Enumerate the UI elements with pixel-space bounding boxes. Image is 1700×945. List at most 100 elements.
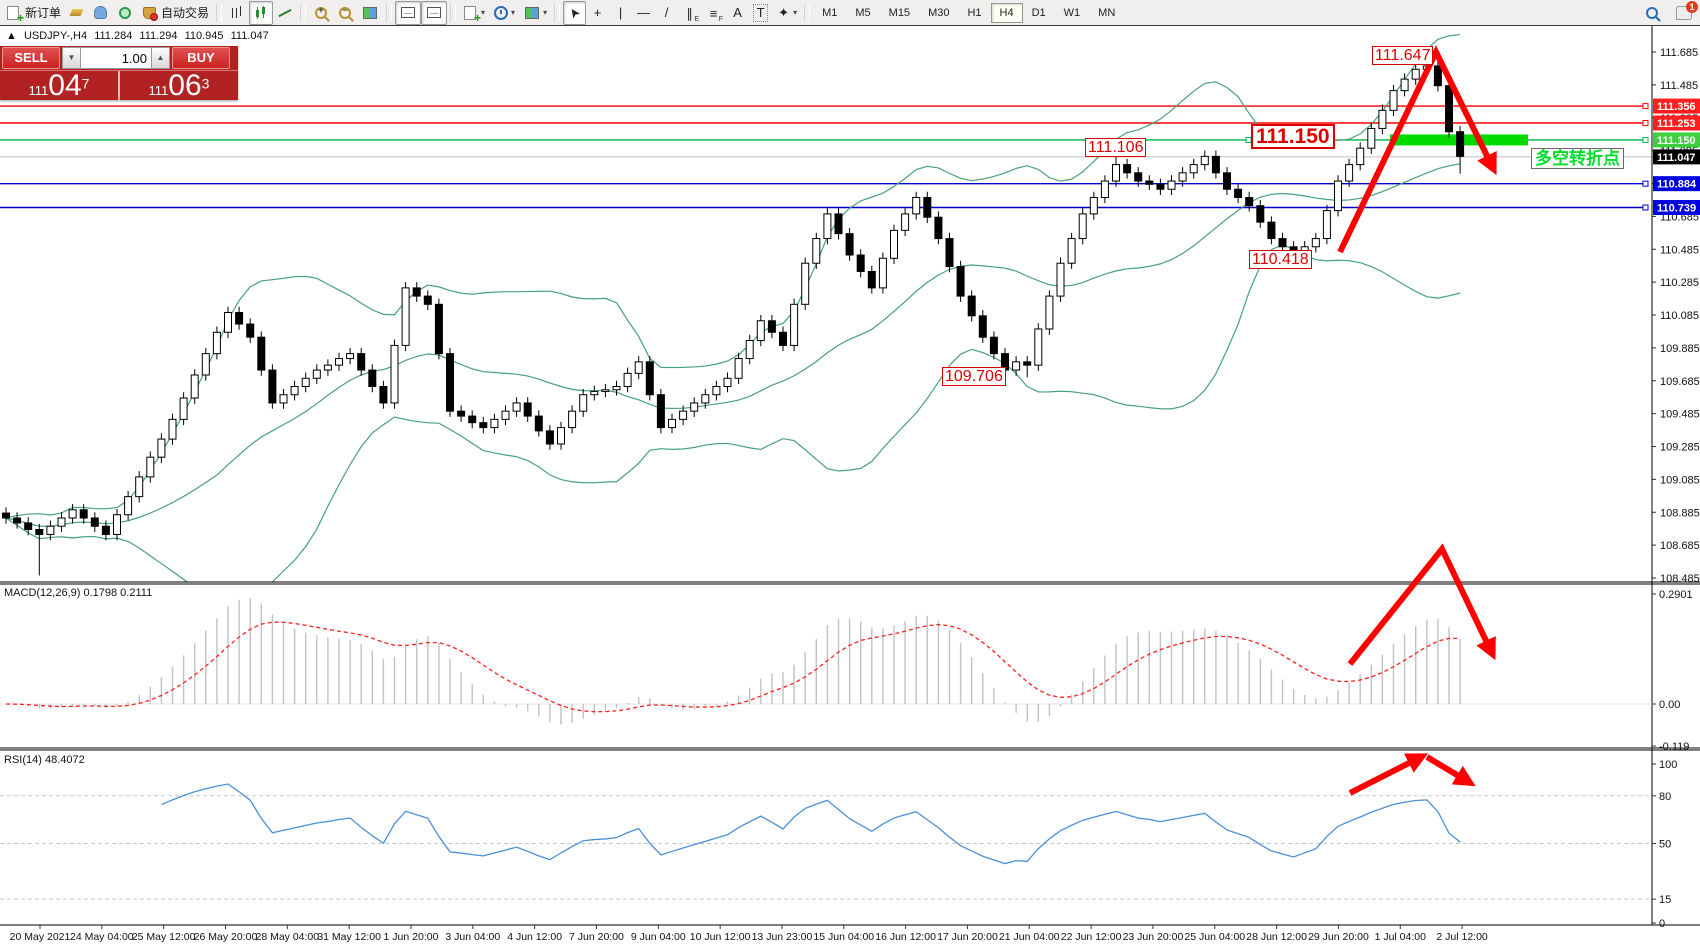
candle-chart-button[interactable] <box>249 0 274 25</box>
chart-shift-button[interactable] <box>421 0 448 25</box>
search-button[interactable] <box>1640 1 1664 25</box>
ohlc-high: 111.294 <box>139 30 178 42</box>
trendline-tool-button[interactable]: / <box>655 1 678 25</box>
price-badge-111.253 <box>1653 115 1700 131</box>
date-label: 9 Jun 04:00 <box>631 931 686 943</box>
price-tick-label: 109.885 <box>1660 343 1700 355</box>
text-tool-icon: A <box>733 4 742 20</box>
rsi-axis-label: 80 <box>1659 791 1671 803</box>
ohlc-close: 111.047 <box>230 30 269 42</box>
date-label: 21 Jun 04:00 <box>999 931 1060 943</box>
zoom-in-button[interactable]: + <box>309 1 333 25</box>
date-label: 25 May 12:00 <box>132 931 196 943</box>
buy-price-sup: 3 <box>201 75 210 92</box>
annotation-peak-high[interactable]: 111.647 <box>1372 46 1434 65</box>
text-tool-button[interactable]: A <box>726 1 749 25</box>
add-indicator-icon <box>464 5 481 25</box>
price-tick-label: 108.885 <box>1660 507 1700 519</box>
annotation-prev-high[interactable]: 111.106 <box>1085 138 1147 157</box>
annotation-pullback-low[interactable]: 110.418 <box>1249 250 1312 269</box>
line-chart-button[interactable] <box>273 1 297 25</box>
trend-arrow-rsi[interactable] <box>1348 753 1429 796</box>
volume-increase-button[interactable]: ▲ <box>151 47 170 69</box>
profile-button[interactable] <box>88 1 113 25</box>
price-tick-label: 109.685 <box>1660 376 1700 388</box>
indicators-menu-button[interactable]: ▾ <box>459 1 489 25</box>
buy-button[interactable]: BUY <box>172 47 230 69</box>
sell-price-main: 04 <box>48 69 82 102</box>
toolbar-separator <box>216 3 223 22</box>
shapes-menu-button[interactable]: ✦ ▾ <box>772 1 801 25</box>
bar-chart-button[interactable] <box>225 1 249 25</box>
horizontal-line-tool-button[interactable]: — <box>632 1 655 25</box>
profile-icon <box>94 6 108 19</box>
shapes-icon: ✦ <box>778 4 790 20</box>
one-click-trading-panel: SELL ▼ ▲ BUY 111047 111063 <box>0 46 238 101</box>
timeframe-w1[interactable]: W1 <box>1063 6 1081 19</box>
autotrade-button[interactable]: 自动交易 <box>137 1 213 25</box>
autotrade-label: 自动交易 <box>161 6 210 20</box>
fibonacci-tool-button[interactable]: ≡ <box>702 1 726 25</box>
volume-input[interactable] <box>81 47 151 69</box>
notifications-button[interactable]: 1 <box>1676 0 1698 20</box>
rsi-axis-label: 15 <box>1659 894 1671 906</box>
annotation-level-price-big[interactable]: 111.150 <box>1251 124 1335 149</box>
templates-menu-button[interactable]: ▾ <box>519 1 551 25</box>
cursor-tool-button[interactable]: ➤ <box>563 0 587 25</box>
autoscroll-icon <box>401 7 416 18</box>
timeframe-d1[interactable]: D1 <box>1031 6 1046 19</box>
timeframe-h1[interactable]: H1 <box>967 6 982 19</box>
price-badge-110.739 <box>1653 199 1700 215</box>
new-order-icon <box>7 5 24 25</box>
crosshair-tool-button[interactable]: + <box>586 1 609 25</box>
trend-arrow-main[interactable] <box>1337 45 1497 254</box>
sell-price[interactable]: 111047 <box>0 71 118 101</box>
macd-histogram <box>16 598 1461 725</box>
rsi-label: RSI(14) 48.4072 <box>4 754 85 766</box>
annotation-turning-point[interactable]: 多空转折点 <box>1531 148 1624 169</box>
zoom-out-button[interactable]: − <box>333 1 357 25</box>
label-tool-button[interactable]: T <box>749 1 772 25</box>
timeframe-m5[interactable]: M5 <box>855 6 871 19</box>
vertical-line-tool-button[interactable]: | <box>609 1 632 25</box>
timeframe-m1[interactable]: M1 <box>822 6 838 19</box>
date-label: 31 May 12:00 <box>317 931 381 943</box>
annotation-june-low[interactable]: 109.706 <box>942 367 1006 386</box>
signal-icon <box>119 6 132 19</box>
price-tick-label: 109.285 <box>1660 442 1700 454</box>
sell-button[interactable]: SELL <box>2 47 60 69</box>
rsi-axis-label: 100 <box>1659 759 1677 771</box>
timeframe-m30[interactable]: M30 <box>928 6 950 19</box>
trend-arrow-macd[interactable] <box>1347 543 1496 666</box>
volume-decrease-button[interactable]: ▼ <box>62 47 81 69</box>
trend-arrow-rsi[interactable] <box>1425 754 1476 787</box>
timeframe-group: M1 M5 M15 M30 H1 H4 D1 W1 MN <box>813 1 1124 25</box>
price-tick-label: 109.085 <box>1660 474 1700 486</box>
autoscroll-button[interactable] <box>395 0 422 25</box>
chart-shift-icon <box>427 7 442 18</box>
eraser-button[interactable] <box>65 1 88 25</box>
line-chart-icon <box>277 5 293 21</box>
autotrade-icon <box>143 6 159 21</box>
price-badge-label: 110.739 <box>1657 202 1696 214</box>
signal-button[interactable] <box>113 1 137 25</box>
date-label: 24 May 04:00 <box>70 931 134 943</box>
symbol-info: ▲ USDJPY-,H4 111.284 111.294 110.945 111… <box>6 30 273 42</box>
timeframe-h4[interactable]: H4 <box>990 2 1023 23</box>
price-badge-label: 111.150 <box>1657 135 1696 147</box>
date-label: 10 Jun 12:00 <box>690 931 751 943</box>
notification-badge: 1 <box>1686 0 1698 13</box>
buy-price[interactable]: 111063 <box>120 71 238 101</box>
price-tick-label: 109.485 <box>1660 409 1700 421</box>
periods-menu-button[interactable]: ▾ <box>489 1 519 25</box>
new-order-button[interactable]: 新订单 <box>2 1 65 25</box>
channel-tool-button[interactable]: ∥ <box>678 1 702 25</box>
timeframe-mn[interactable]: MN <box>1098 6 1116 19</box>
timeframe-m15[interactable]: M15 <box>888 6 911 19</box>
tile-windows-button[interactable] <box>357 1 383 25</box>
symbol-marker-icon: ▲ <box>6 30 17 42</box>
main-toolbar: 新订单 自动交易 + − <box>0 0 1700 26</box>
